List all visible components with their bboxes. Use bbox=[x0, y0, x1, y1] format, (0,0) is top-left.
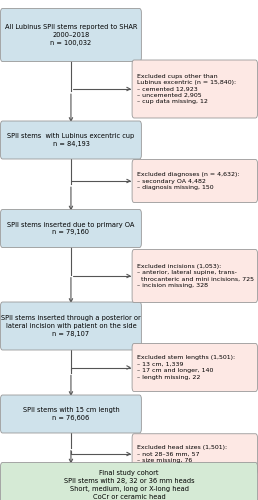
FancyBboxPatch shape bbox=[1, 395, 141, 433]
Text: Final study cohort
SPII stems with 28, 32 or 36 mm heads
Short, medium, long or : Final study cohort SPII stems with 28, 3… bbox=[64, 470, 194, 500]
Text: SPII stems inserted through a posterior or
lateral incision with patient on the : SPII stems inserted through a posterior … bbox=[1, 316, 141, 337]
Text: Excluded diagnoses (n = 4,632):
– secondary OA 4,482
– diagnosis missing, 150: Excluded diagnoses (n = 4,632): – second… bbox=[137, 172, 239, 190]
FancyBboxPatch shape bbox=[1, 302, 141, 350]
Text: SPII stems inserted due to primary OA
n = 79,160: SPII stems inserted due to primary OA n … bbox=[7, 222, 135, 235]
FancyBboxPatch shape bbox=[132, 250, 257, 302]
Text: Excluded cups other than
Lubinus excentric (n = 15,840):
– cemented 12,923
– unc: Excluded cups other than Lubinus excentr… bbox=[137, 74, 236, 104]
Text: SPII stems  with Lubinus excentric cup
n = 84,193: SPII stems with Lubinus excentric cup n … bbox=[7, 133, 135, 147]
FancyBboxPatch shape bbox=[132, 434, 257, 474]
FancyBboxPatch shape bbox=[132, 160, 257, 202]
FancyBboxPatch shape bbox=[1, 8, 141, 62]
FancyBboxPatch shape bbox=[132, 60, 257, 118]
Text: SPll stems with 15 cm length
n = 76,606: SPll stems with 15 cm length n = 76,606 bbox=[23, 407, 119, 421]
Text: Excluded stem lengths (1,501):
– 13 cm, 1,339
– 17 cm and longer, 140
– length m: Excluded stem lengths (1,501): – 13 cm, … bbox=[137, 356, 235, 380]
Text: Excluded incisions (1,053):
– anterior, lateral supine, trans-
  throcanteric an: Excluded incisions (1,053): – anterior, … bbox=[137, 264, 254, 288]
FancyBboxPatch shape bbox=[1, 121, 141, 159]
Text: All Lubinus SPII stems reported to SHAR
2000–2018
n = 100,032: All Lubinus SPII stems reported to SHAR … bbox=[5, 24, 137, 46]
FancyBboxPatch shape bbox=[1, 210, 141, 248]
Text: Excluded head sizes (1,501):
– not 28–36 mm, 57
– size missing, 76: Excluded head sizes (1,501): – not 28–36… bbox=[137, 445, 227, 463]
FancyBboxPatch shape bbox=[132, 344, 257, 392]
FancyBboxPatch shape bbox=[1, 462, 257, 500]
